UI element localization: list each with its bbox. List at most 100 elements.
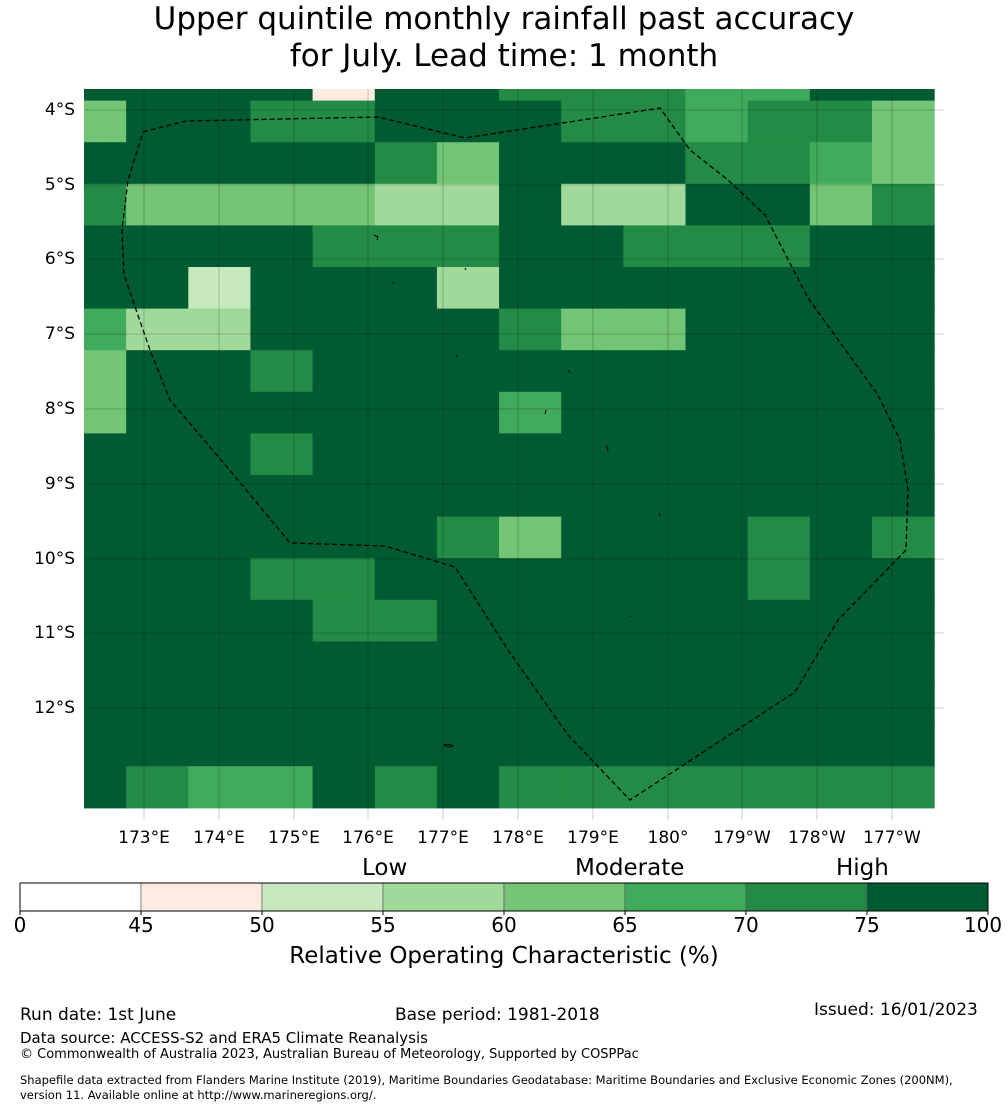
grid-cell: [561, 267, 624, 310]
lat-tick-label: 10°S: [34, 549, 75, 569]
grid-cell: [374, 475, 438, 518]
grid-cell: [871, 516, 935, 559]
grid-cell: [126, 599, 189, 642]
grid-cell: [685, 267, 749, 310]
grid-cell: [623, 599, 687, 642]
grid-cell: [499, 641, 562, 684]
colorbar-tick-label: 70: [733, 913, 759, 937]
grid-cell: [436, 724, 500, 767]
grid-cell: [250, 724, 314, 767]
grid-cell: [250, 308, 314, 351]
grid-cell: [809, 641, 873, 684]
grid-cell: [685, 516, 749, 559]
lat-tick-label: 8°S: [44, 399, 75, 419]
grid-cell: [685, 142, 749, 185]
grid-cell: [623, 516, 687, 559]
grid-cell: [250, 433, 314, 476]
grid-cell: [374, 391, 438, 434]
grid-cell: [561, 433, 624, 476]
grid-cell: [84, 89, 127, 102]
grid-cell: [250, 766, 314, 809]
grid-cell: [312, 683, 376, 726]
shapefile-credit-line-1: Shapefile data extracted from Flanders M…: [20, 1073, 953, 1087]
grid-cell: [871, 766, 935, 809]
grid-cell: [623, 142, 687, 185]
grid-cell: [312, 89, 376, 102]
grid-cell: [312, 391, 376, 434]
grid-cell: [499, 308, 562, 351]
grid-cell: [188, 433, 252, 476]
grid-cell: [84, 350, 127, 393]
grid-cell: [84, 683, 127, 726]
grid-cell: [871, 225, 935, 268]
grid-cell: [809, 433, 873, 476]
grid-cell: [126, 766, 189, 809]
grid-cell: [685, 433, 749, 476]
colorbar-segment: [866, 882, 989, 912]
grid-cell: [374, 683, 438, 726]
grid-cell: [623, 641, 687, 684]
grid-cell: [561, 558, 624, 601]
grid-cell: [685, 766, 749, 809]
island-outlines: [373, 234, 661, 748]
grid-cell: [623, 433, 687, 476]
island-shape: [567, 369, 571, 374]
grid-cell: [747, 267, 811, 310]
grid-cell: [312, 433, 376, 476]
grid-cell: [84, 475, 127, 518]
grid-cell: [499, 558, 562, 601]
grid-cell: [561, 142, 624, 185]
grid-cell: [561, 766, 624, 809]
grid-cell: [685, 308, 749, 351]
grid-cell: [809, 100, 873, 143]
grid-cell: [126, 475, 189, 518]
grid-cell: [312, 724, 376, 767]
grid-cell: [809, 683, 873, 726]
grid-cell: [871, 308, 935, 351]
colorbar-tick-label: 60: [491, 913, 517, 937]
colorbar-segment: [382, 882, 505, 912]
grid-cell: [561, 599, 624, 642]
grid-cell: [436, 267, 500, 310]
grid-cell: [809, 225, 873, 268]
chart-title-line-1: Upper quintile monthly rainfall past acc…: [153, 1, 855, 37]
grid-cell: [623, 766, 687, 809]
grid-cell: [374, 724, 438, 767]
grid-cell: [188, 475, 252, 518]
grid-cell: [871, 683, 935, 726]
grid-cell: [126, 641, 189, 684]
run-date: Run date: 1st June: [20, 1005, 177, 1025]
base-period: Base period: 1981-2018: [395, 1005, 600, 1025]
grid-cell: [374, 89, 438, 102]
grid-cell: [374, 641, 438, 684]
grid-cell: [84, 391, 127, 434]
lat-tick-label: 9°S: [44, 474, 75, 494]
grid-cell: [809, 142, 873, 185]
grid-cell: [188, 683, 252, 726]
grid-cell: [126, 350, 189, 393]
grid-cell: [561, 724, 624, 767]
grid-cell: [250, 683, 314, 726]
grid-cell: [312, 558, 376, 601]
grid-cell: [685, 391, 749, 434]
grid-cell: [84, 641, 127, 684]
grid-cell: [250, 350, 314, 393]
grid-cell: [84, 724, 127, 767]
grid-cell: [623, 724, 687, 767]
grid-cell: [312, 308, 376, 351]
grid-cell: [623, 308, 687, 351]
grid-cell: [126, 100, 189, 143]
grid-cell: [312, 599, 376, 642]
colorbar-category-moderate: Moderate: [575, 855, 685, 881]
grid-cell: [623, 183, 687, 226]
issued-date: Issued: 16/01/2023: [814, 1000, 978, 1020]
grid-cell: [747, 766, 811, 809]
grid-cell: [436, 89, 500, 102]
lat-tick-label: 7°S: [44, 324, 75, 344]
grid-cell: [374, 433, 438, 476]
grid-cell: [561, 641, 624, 684]
grid-cell: [747, 225, 811, 268]
grid-cell: [250, 558, 314, 601]
grid-cell: [250, 89, 314, 102]
grid-cell: [188, 724, 252, 767]
